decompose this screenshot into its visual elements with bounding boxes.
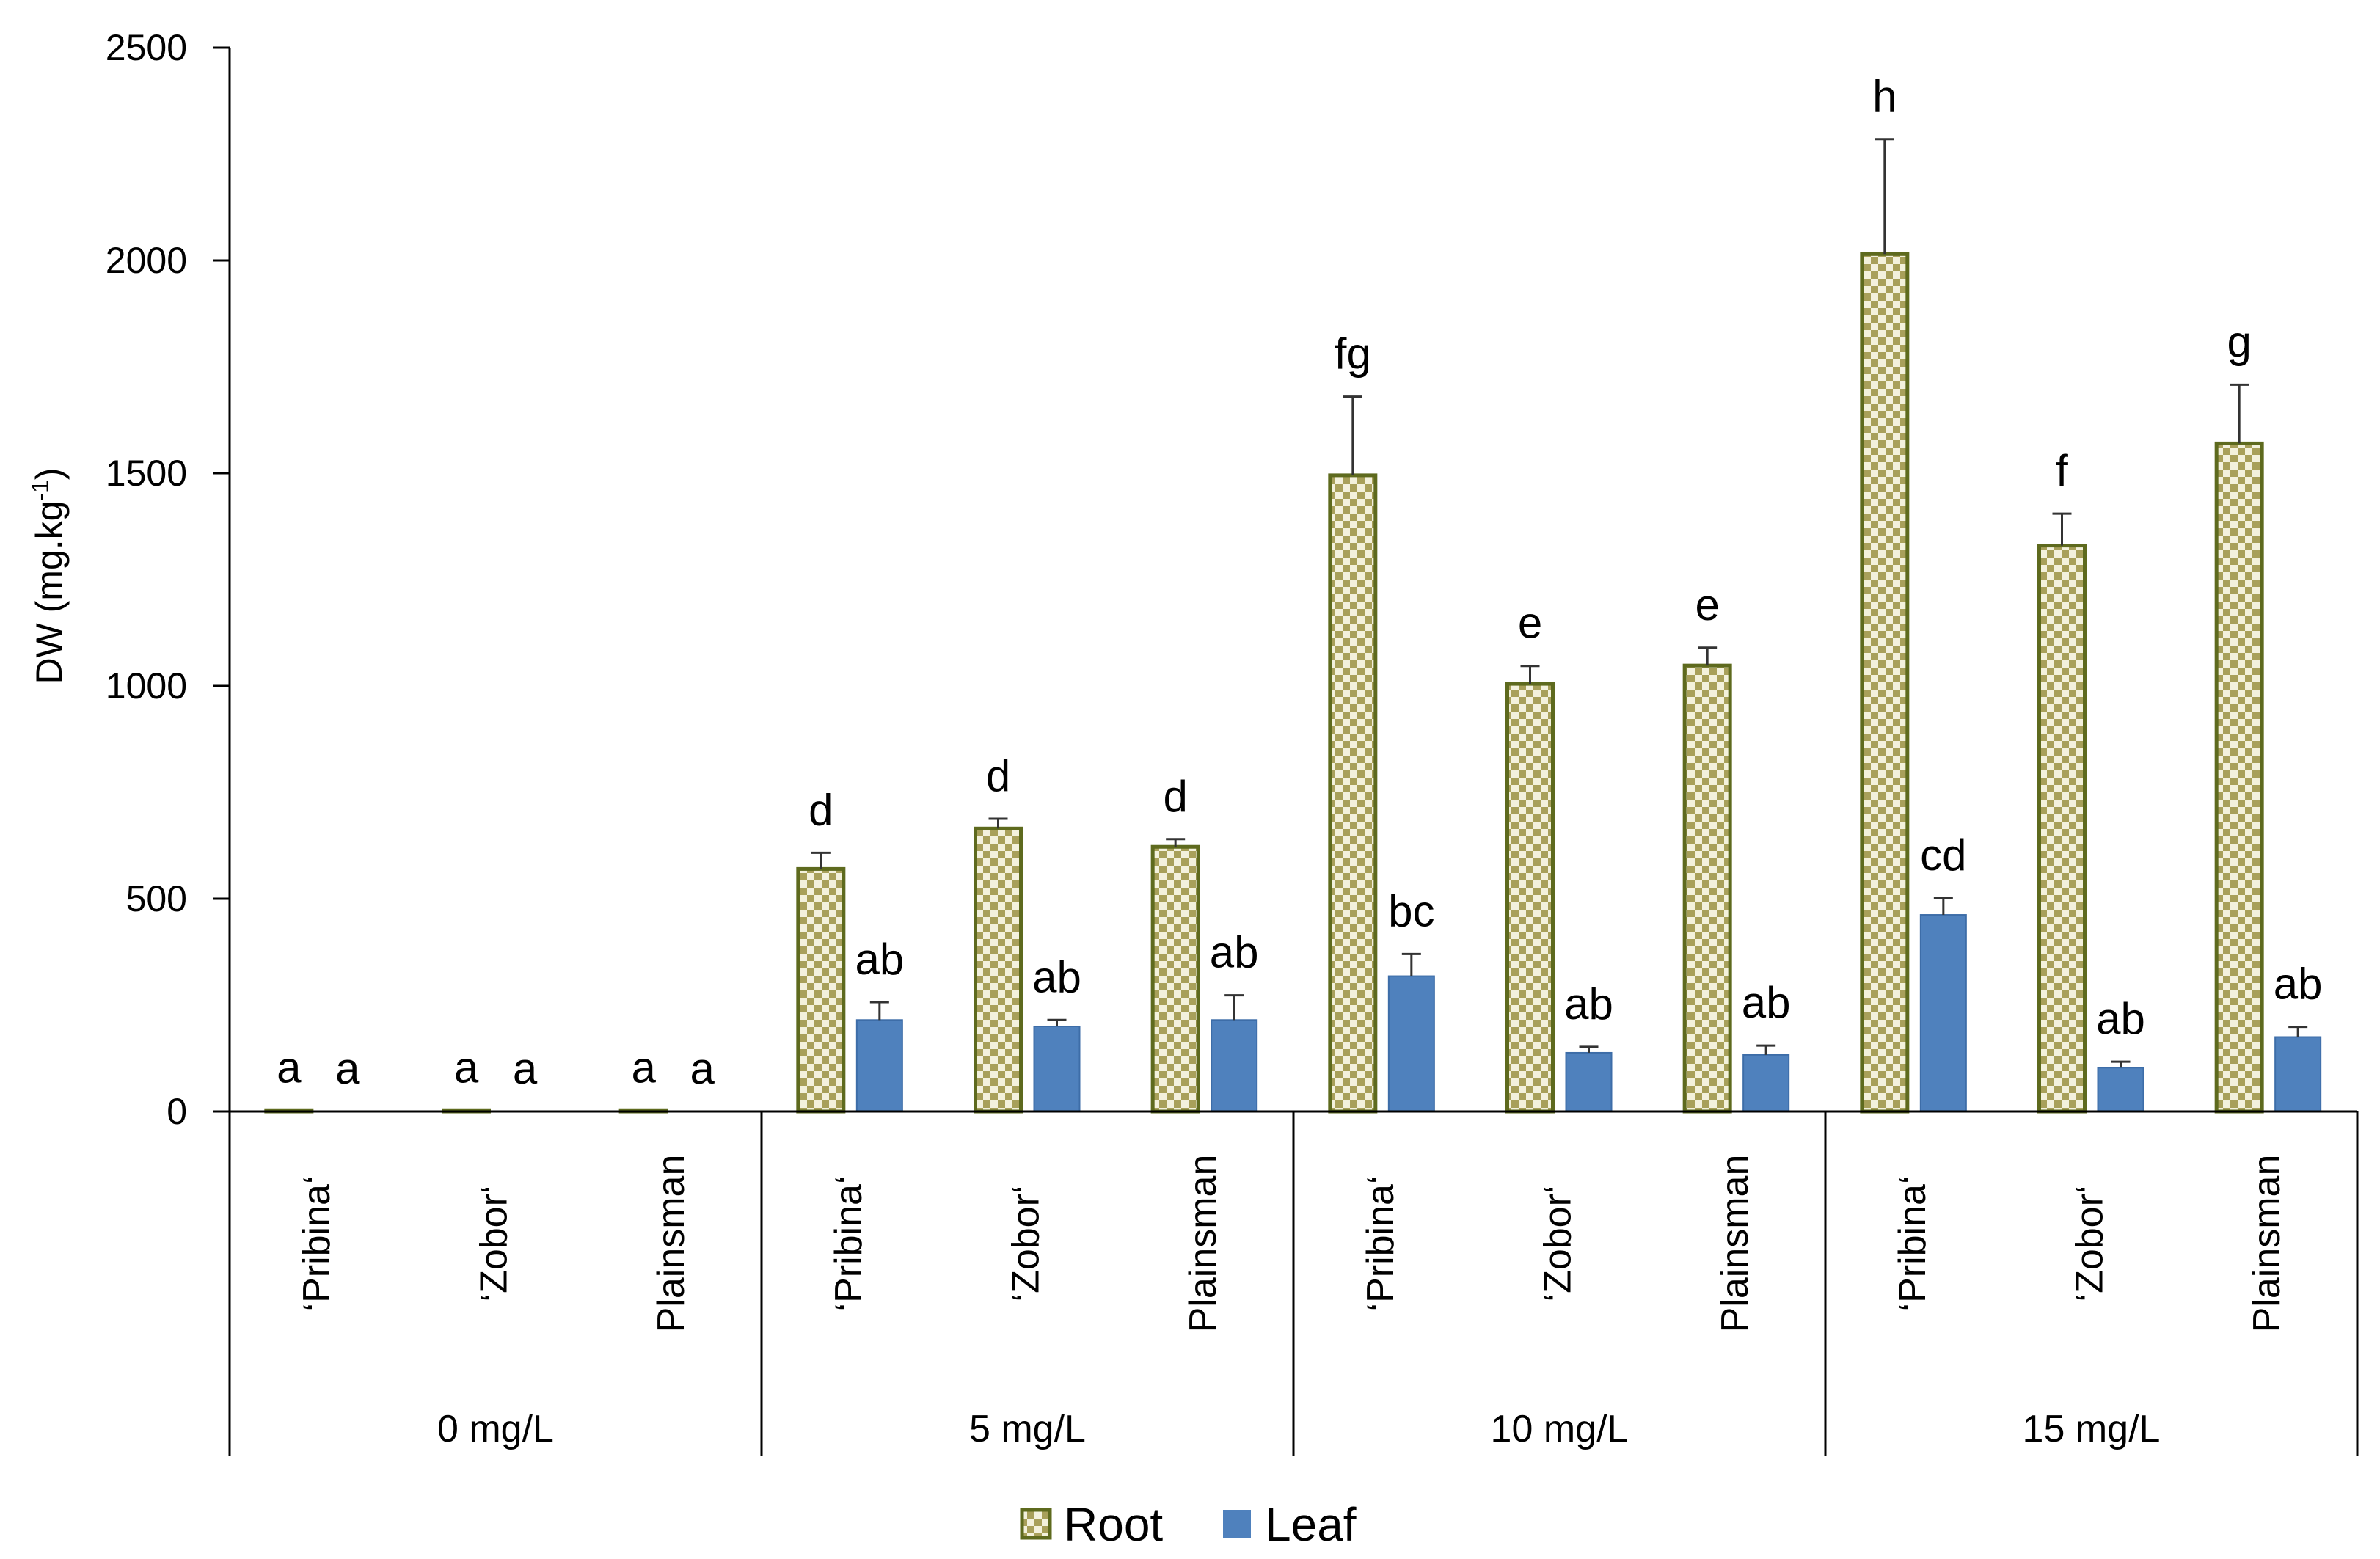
cultivar-label: Plainsman	[1714, 1155, 1756, 1333]
legend: Root Leaf	[1020, 1498, 1357, 1551]
cultivar-label: ‘Pribina‘	[296, 1176, 338, 1312]
cultivar-label: ‘Pribina‘	[1891, 1176, 1934, 1312]
root-significance-label: d	[808, 785, 833, 834]
leaf-bar	[2274, 1036, 2322, 1112]
leaf-significance-label: ab	[1742, 978, 1791, 1027]
y-tick-label: 1500	[106, 453, 187, 494]
root-significance-label: e	[1695, 580, 1719, 629]
leaf-significance-label: ab	[1210, 928, 1259, 977]
leaf-bar	[2097, 1067, 2144, 1113]
leaf-bar	[1033, 1026, 1081, 1112]
leaf-significance-label: cd	[1920, 830, 1966, 880]
legend-swatch-leaf	[1223, 1510, 1251, 1538]
y-tick-label: 1000	[106, 665, 187, 707]
leaf-bar	[1387, 975, 1435, 1113]
root-bar	[1150, 844, 1200, 1114]
x-axis: 0 mg/L ‘Pribina‘ ‘Zobor‘ Plainsman 5 mg/L ‘Pr…	[228, 1110, 2359, 1456]
root-significance-label: fg	[1335, 329, 1371, 379]
y-axis-title-superscript: -1	[27, 480, 54, 500]
root-significance-label: d	[1163, 772, 1187, 821]
leaf-bar	[855, 1019, 903, 1113]
leaf-bar	[1742, 1054, 1790, 1112]
legend-swatch-root	[1020, 1508, 1052, 1540]
leaf-significance-label: ab	[1032, 952, 1081, 1001]
root-bar	[1328, 473, 1378, 1114]
group-label: 5 mg/L	[969, 1408, 1086, 1450]
cultivar-label: ‘Pribina‘	[828, 1176, 870, 1312]
root-bar	[1505, 682, 1555, 1114]
root-bar	[2214, 441, 2264, 1114]
root-significance-label: d	[986, 751, 1010, 800]
cultivar-label: ‘Zobor‘	[2069, 1186, 2111, 1302]
leaf-bar	[1565, 1051, 1613, 1112]
root-bar	[974, 826, 1023, 1114]
y-axis: 0 500 1000 1500 2000 2500	[106, 27, 231, 1132]
root-significance-label: a	[277, 1043, 302, 1092]
leaf-significance-label: a	[690, 1044, 715, 1093]
y-tick-label: 0	[167, 1091, 187, 1132]
leaf-bar	[1919, 914, 1967, 1113]
root-bar	[2037, 544, 2087, 1114]
cultivar-label: Plainsman	[2246, 1155, 2288, 1333]
leaf-significance-label: ab	[2096, 994, 2145, 1043]
root-significance-label: a	[454, 1043, 479, 1092]
root-significance-label: a	[631, 1043, 656, 1092]
leaf-significance-label: bc	[1388, 886, 1434, 935]
y-axis-title-group: DW (mg.kg-1)	[27, 467, 70, 684]
y-tick-label: 2000	[106, 240, 187, 281]
y-axis-title-base: DW (mg.kg	[29, 501, 70, 684]
leaf-significance-label: ab	[2274, 960, 2323, 1009]
cultivar-label: Plainsman	[1182, 1155, 1224, 1333]
root-significance-label: f	[2056, 446, 2068, 495]
legend-label-root: Root	[1064, 1498, 1163, 1551]
cultivar-label: ‘Zobor‘	[473, 1186, 516, 1302]
group-label: 15 mg/L	[2023, 1408, 2161, 1450]
root-bar	[796, 866, 846, 1114]
leaf-significance-label: ab	[1564, 979, 1613, 1029]
group-label: 0 mg/L	[437, 1408, 554, 1450]
legend-label-leaf: Leaf	[1265, 1498, 1357, 1551]
cultivar-label: ‘Pribina‘	[1359, 1176, 1402, 1312]
root-significance-label: e	[1518, 599, 1542, 648]
y-axis-title-suffix: )	[29, 467, 70, 480]
root-bar	[1682, 663, 1732, 1114]
cultivar-label: ‘Zobor‘	[1005, 1186, 1048, 1302]
leaf-bar	[1211, 1019, 1258, 1113]
cultivar-label: ‘Zobor‘	[1537, 1186, 1580, 1302]
group-label: 10 mg/L	[1491, 1408, 1629, 1450]
leaf-significance-label: a	[513, 1044, 538, 1093]
root-significance-label: g	[2227, 317, 2251, 366]
leaf-significance-label: ab	[855, 935, 904, 984]
y-tick-label: 2500	[106, 27, 187, 68]
leaf-significance-label: a	[335, 1044, 360, 1093]
root-significance-label: h	[1872, 72, 1897, 121]
y-tick-label: 500	[126, 878, 187, 919]
y-axis-title: DW (mg.kg-1)	[27, 467, 70, 684]
root-bar	[1860, 252, 1910, 1114]
cultivar-label: Plainsman	[650, 1155, 693, 1333]
